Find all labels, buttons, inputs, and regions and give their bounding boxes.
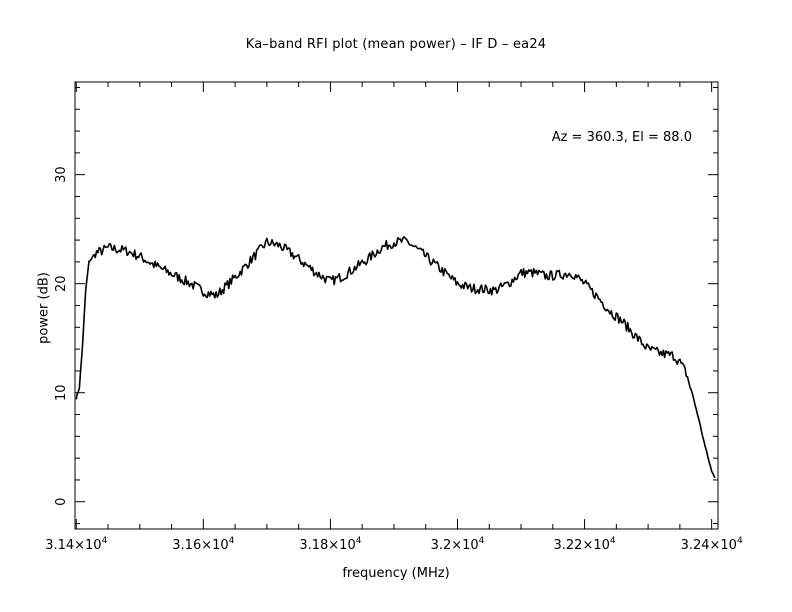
axis-ticks: 3.14×104 3.16×104 3.18×104 3.2×104 3.22×104 3… (45, 82, 743, 553)
x-tick-mantissa: 3.22×10 (554, 538, 610, 553)
x-tick-exponent: 4 (737, 536, 743, 546)
chart-title: Ka–band RFI plot (mean power) – IF D – e… (245, 37, 547, 52)
y-tick-label: 20 (54, 275, 69, 292)
x-tick-mantissa: 3.16×10 (172, 538, 228, 553)
x-tick-mantissa: 3.24×10 (681, 538, 737, 553)
x-tick-exponent: 4 (610, 536, 616, 546)
x-tick-label: 3.22×104 (554, 536, 616, 553)
az-el-annotation: Az = 360.3, El = 88.0 (551, 130, 692, 145)
x-tick-mantissa: 3.2×10 (431, 538, 479, 553)
x-tick-label: 3.24×104 (681, 536, 743, 553)
y-tick-label: 30 (54, 166, 69, 183)
x-tick-mantissa: 3.14×10 (45, 538, 101, 553)
x-tick-label: 3.16×104 (172, 536, 234, 553)
x-tick-label: 3.14×104 (45, 536, 107, 553)
x-tick-mantissa: 3.18×10 (299, 538, 355, 553)
x-tick-exponent: 4 (356, 536, 362, 546)
x-tick-label: 3.2×104 (431, 536, 485, 553)
x-tick-exponent: 4 (479, 536, 485, 546)
y-tick-label: 0 (54, 498, 69, 506)
y-tick-label: 10 (54, 384, 69, 401)
power-spectrum-line (75, 236, 716, 479)
y-axis-label: power (dB) (36, 272, 52, 344)
x-axis-label: frequency (MHz) (342, 566, 450, 581)
plot-frame (74, 81, 719, 530)
x-tick-exponent: 4 (102, 536, 108, 546)
x-tick-exponent: 4 (229, 536, 235, 546)
series-group (75, 236, 716, 479)
x-tick-label: 3.18×104 (299, 536, 361, 553)
